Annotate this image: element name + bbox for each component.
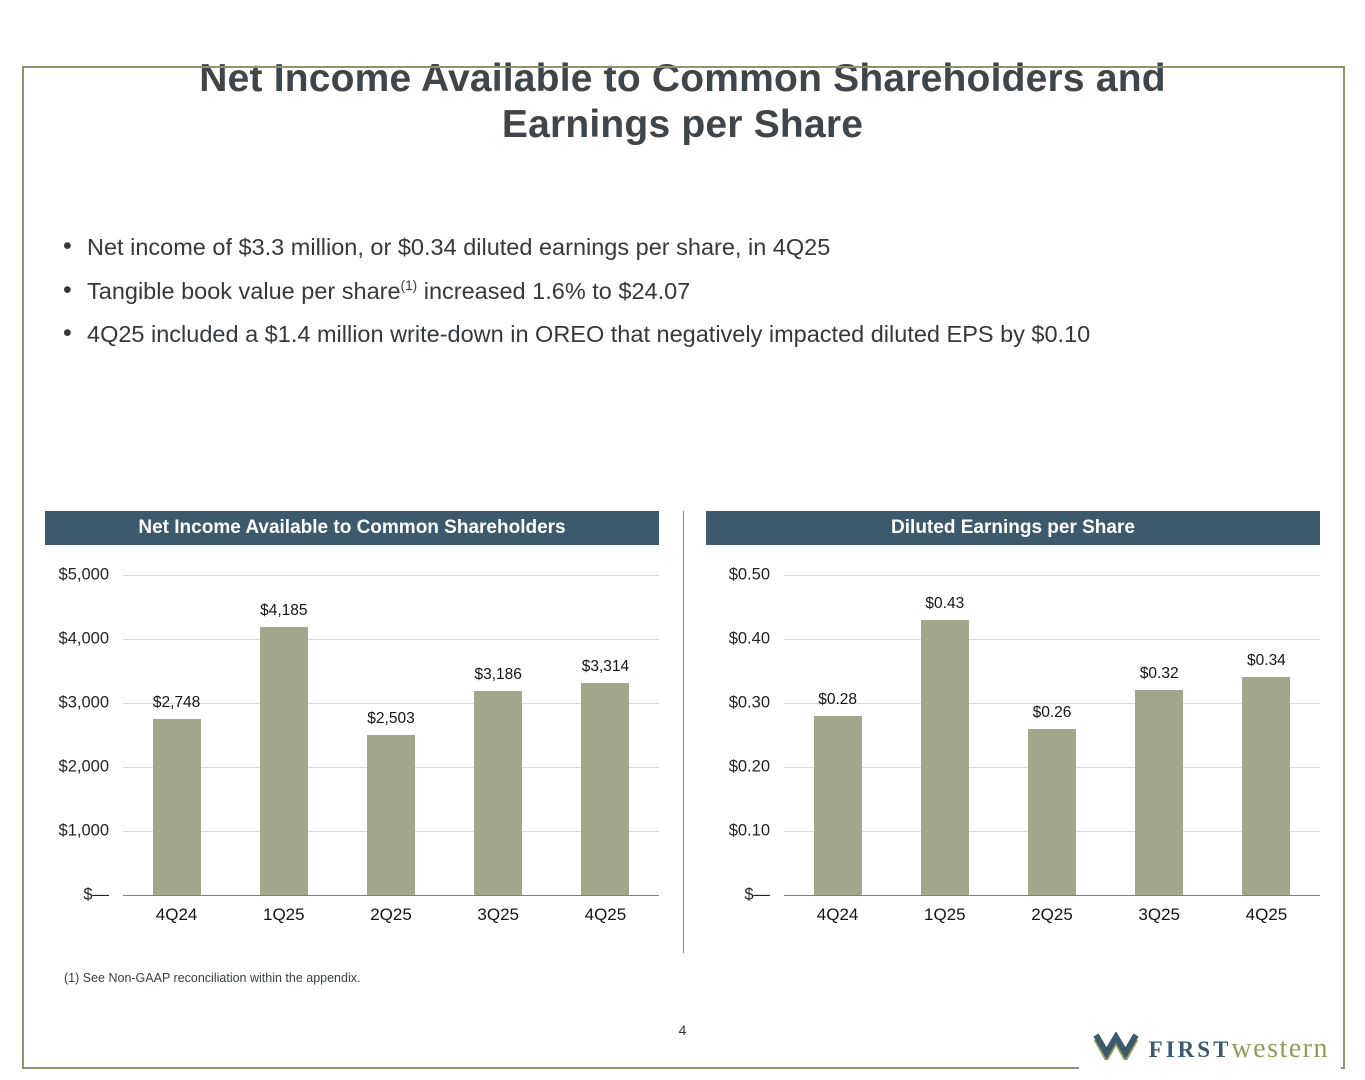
bar-chart-net-income: $5,000 $4,000 $3,000 $2,000 $1,000 $— $2,748 $…	[45, 566, 659, 925]
bar-group: $4,185	[230, 575, 337, 895]
bullet-text: increased 1.6% to $24.07	[417, 277, 691, 304]
plot-area: $0.28 $0.43 $0.26 $0.32 $0.34	[784, 575, 1320, 896]
bar-value-label: $3,186	[474, 666, 522, 683]
y-axis-tick-label: $0.50	[728, 565, 770, 584]
bullet-item: Net income of $3.3 million, or $0.34 dil…	[63, 233, 1365, 261]
bar-value-label: $4,185	[260, 602, 308, 619]
w-logo-icon	[1093, 1031, 1139, 1065]
x-axis-category-label: 4Q24	[816, 905, 859, 924]
bar	[1028, 729, 1076, 895]
chart-panel-net-income: Net Income Available to Common Sharehold…	[45, 511, 659, 925]
x-axis-category-label: 4Q25	[1245, 905, 1288, 924]
y-axis-tick-label: $0.40	[728, 629, 770, 648]
bar	[920, 620, 969, 895]
x-axis-line	[784, 895, 1320, 896]
bar-group: $3,186	[445, 575, 552, 895]
bullet-text: Tangible book value per share	[87, 277, 401, 304]
x-axis-line	[123, 895, 659, 896]
bar-chart-diluted-eps: $0.50 $0.40 $0.30 $0.20 $0.10 $— $0.28 $0.43 $0…	[706, 566, 1320, 925]
logo-word-first: FIRST	[1148, 1036, 1232, 1062]
gridline	[784, 639, 1320, 640]
bar-value-label: $2,748	[152, 694, 201, 711]
x-axis: 4Q24 1Q25 2Q25 3Q25 4Q25	[123, 895, 659, 925]
gridline	[784, 703, 1320, 704]
charts-row: Net Income Available to Common Sharehold…	[45, 511, 1320, 953]
bar-value-label: $0.32	[1139, 665, 1179, 682]
bar	[152, 719, 201, 895]
firstwestern-logo: FIRST western	[1078, 1024, 1341, 1075]
page-title-line1: Net Income Available to Common Sharehold…	[199, 57, 1166, 100]
y-axis-tick-label: $0.10	[728, 821, 770, 840]
y-axis-tick-label: $1,000	[58, 821, 109, 840]
x-axis-category-label: 3Q25	[477, 905, 519, 924]
y-axis-tick-label: $—	[83, 885, 109, 904]
bullet-text: 4Q25 included a $1.4 million write-down …	[87, 321, 1091, 348]
y-axis-tick-label: $—	[744, 885, 770, 904]
bar-series: $2,748 $4,185 $2,503 $3,186 $3,314	[123, 575, 659, 895]
x-axis-category-label: 1Q25	[263, 905, 305, 924]
bar-group: $3,314	[552, 575, 659, 895]
x-axis-category-label: 4Q24	[155, 905, 198, 924]
bar-group: $0.26	[998, 575, 1105, 895]
logo-word-western: western	[1231, 1032, 1329, 1064]
y-axis: $0.50 $0.40 $0.30 $0.20 $0.10 $—	[706, 566, 784, 904]
bar-value-label: $3,314	[581, 658, 630, 675]
chart-divider	[682, 511, 684, 953]
gridline	[123, 639, 659, 640]
x-axis-category-label: 3Q25	[1138, 905, 1180, 924]
y-axis-tick-label: $3,000	[58, 693, 109, 712]
chart-panel-diluted-eps: Diluted Earnings per Share $0.50 $0.40 $0.…	[706, 511, 1320, 925]
bar-value-label: $0.34	[1247, 652, 1286, 669]
gridline	[123, 703, 659, 704]
y-axis: $5,000 $4,000 $3,000 $2,000 $1,000 $—	[45, 566, 123, 904]
bar-series: $0.28 $0.43 $0.26 $0.32 $0.34	[784, 575, 1320, 895]
plot-area: $2,748 $4,185 $2,503 $3,186 $3,314	[123, 575, 659, 896]
bar-group: $0.28	[784, 575, 891, 895]
x-axis-category-label: 2Q25	[1031, 905, 1073, 924]
bullet-item: 4Q25 included a $1.4 million write-down …	[63, 320, 1365, 348]
x-axis-category-label: 1Q25	[924, 905, 966, 924]
footnote: (1) See Non-GAAP reconciliation within t…	[64, 971, 361, 985]
bar-group: $0.34	[1213, 575, 1320, 895]
bar-group: $0.43	[891, 575, 998, 895]
bar	[474, 691, 523, 895]
y-axis-tick-label: $0.30	[728, 693, 770, 712]
chart-title-diluted-eps: Diluted Earnings per Share	[706, 511, 1320, 545]
page-title-line2: Earnings per Share	[501, 103, 864, 147]
bar	[1242, 677, 1291, 895]
presentation-slide: Net Income Available to Common Sharehold…	[0, 56, 1365, 1080]
y-axis-tick-label: $2,000	[58, 757, 109, 776]
bar	[813, 716, 862, 895]
bar	[367, 735, 415, 895]
bar-value-label: $0.43	[925, 595, 965, 612]
y-axis-tick-label: $0.20	[728, 757, 770, 776]
x-axis: 4Q24 1Q25 2Q25 3Q25 4Q25	[784, 895, 1320, 925]
y-axis-tick-label: $5,000	[58, 565, 109, 584]
bullet-text: Net income of $3.3 million, or $0.34 dil…	[87, 233, 831, 260]
page-title: Net Income Available to Common Sharehold…	[0, 56, 1365, 148]
bullet-list: Net income of $3.3 million, or $0.34 dil…	[63, 233, 1365, 348]
x-axis-category-label: 2Q25	[370, 905, 412, 924]
logo-wordmark: FIRST western	[1149, 1033, 1329, 1065]
bar-group: $0.32	[1106, 575, 1213, 895]
bar	[259, 627, 308, 895]
bullet-item: Tangible book value per share(1) increas…	[63, 277, 1365, 305]
bar	[1135, 690, 1184, 895]
bar	[581, 683, 630, 895]
bar-value-label: $0.26	[1032, 704, 1072, 721]
bar-group: $2,748	[123, 575, 230, 895]
bar-group: $2,503	[337, 575, 444, 895]
bar-value-label: $0.28	[818, 691, 857, 708]
gridline	[123, 575, 659, 576]
gridline	[784, 575, 1320, 576]
x-axis-category-label: 4Q25	[584, 905, 627, 924]
bar-value-label: $2,503	[367, 710, 415, 727]
bullet-superscript: (1)	[400, 277, 418, 293]
y-axis-tick-label: $4,000	[58, 629, 109, 648]
chart-title-net-income: Net Income Available to Common Sharehold…	[45, 511, 659, 545]
